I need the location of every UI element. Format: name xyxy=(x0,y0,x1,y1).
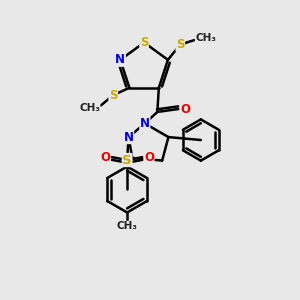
Text: O: O xyxy=(100,151,110,164)
Text: CH₃: CH₃ xyxy=(117,221,138,231)
Text: N: N xyxy=(115,53,125,66)
Text: CH₃: CH₃ xyxy=(195,33,216,43)
Text: S: S xyxy=(122,154,132,166)
Text: O: O xyxy=(144,151,154,164)
Text: S: S xyxy=(176,38,184,51)
Text: O: O xyxy=(180,103,190,116)
Text: S: S xyxy=(140,36,148,49)
Text: S: S xyxy=(109,89,118,102)
Text: N: N xyxy=(124,130,134,144)
Text: N: N xyxy=(140,117,150,130)
Text: CH₃: CH₃ xyxy=(79,103,100,113)
